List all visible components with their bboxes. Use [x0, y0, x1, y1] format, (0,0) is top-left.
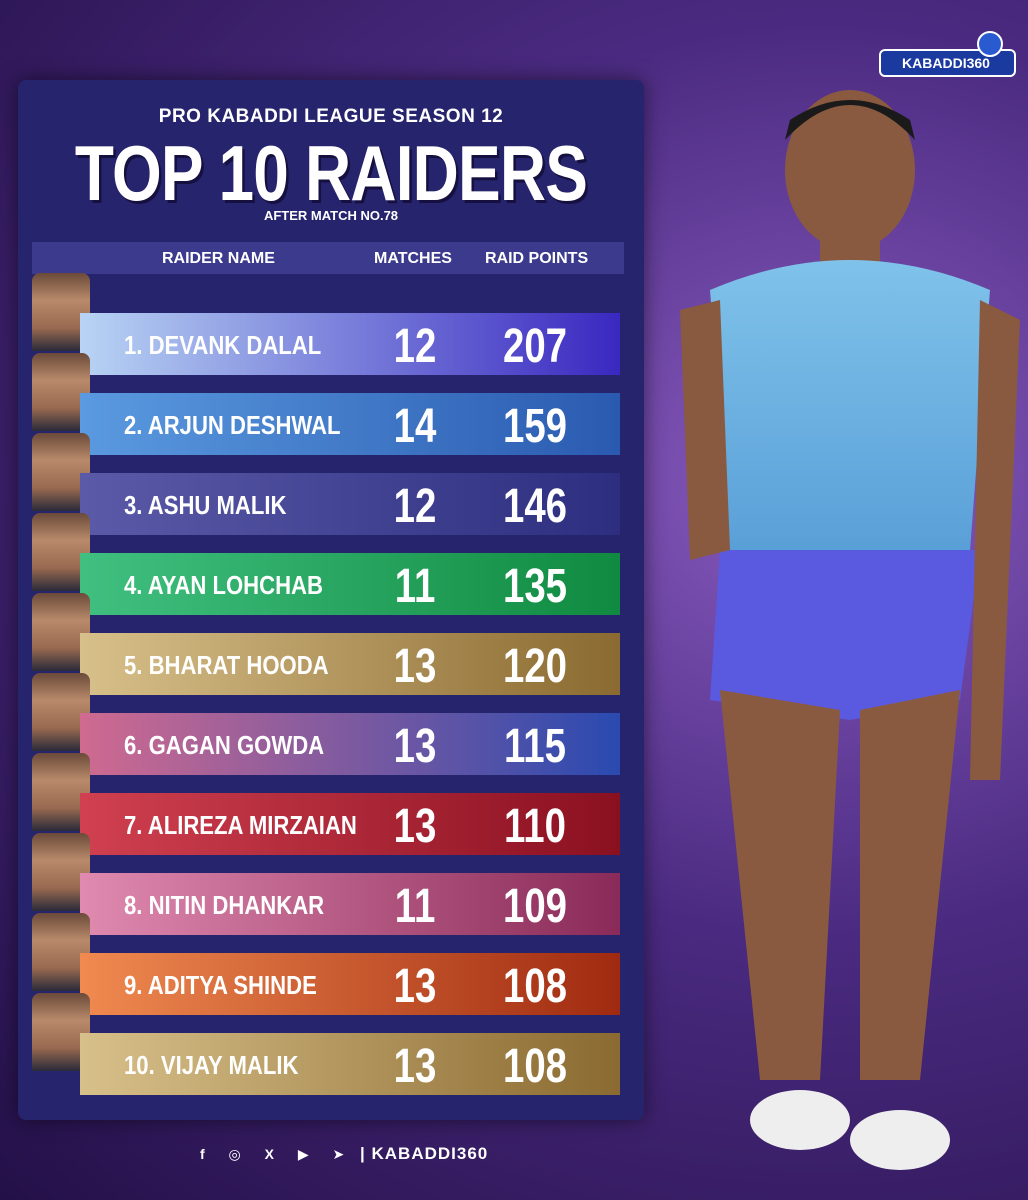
raider-name: 7. ALIREZA MIRZAIAN: [124, 810, 357, 840]
raid-points: 159: [502, 400, 568, 453]
table-row: 6. GAGAN GOWDA 13 115: [80, 713, 620, 775]
table-row: 7. ALIREZA MIRZAIAN 13 110: [80, 793, 620, 855]
table-row: 10. VIJAY MALIK 13 108: [80, 1033, 620, 1095]
raid-points: 115: [504, 720, 566, 773]
raider-name: 6. GAGAN GOWDA: [124, 730, 325, 760]
matches: 13: [393, 720, 437, 773]
table-row: 8. NITIN DHANKAR 11 109: [80, 873, 620, 935]
table-row: 3. ASHU MALIK 12 146: [80, 473, 620, 535]
raider-name: 3. ASHU MALIK: [124, 490, 287, 520]
raider-name: 8. NITIN DHANKAR: [124, 890, 325, 920]
raid-points: 146: [502, 480, 568, 533]
social-icons: f ◎ X ▶ ➤: [200, 1146, 355, 1162]
matches: 13: [393, 1040, 437, 1093]
raid-points: 135: [502, 560, 568, 613]
matches: 13: [393, 640, 437, 693]
table-row: 9. ADITYA SHINDE 13 108: [80, 953, 620, 1015]
raid-points: 108: [502, 960, 568, 1013]
raid-points: 109: [502, 880, 568, 933]
table-row: 1. DEVANK DALAL 12 207: [80, 313, 620, 375]
matches: 13: [393, 960, 437, 1013]
column-header: RAIDER NAME MATCHES RAID POINTS: [32, 242, 624, 274]
logo: KABADDI360: [879, 31, 1016, 77]
matches: 13: [393, 800, 437, 853]
raider-name: 10. VIJAY MALIK: [124, 1050, 299, 1080]
matches: 14: [393, 400, 437, 453]
logo-text: KABADDI360: [902, 55, 990, 71]
table-row: 2. ARJUN DESHWAL 14 159: [80, 393, 620, 455]
raider-name: 1. DEVANK DALAL: [124, 330, 322, 360]
matches: 11: [394, 560, 436, 613]
raider-name: 4. AYAN LOHCHAB: [124, 570, 323, 600]
note: AFTER MATCH NO.78: [263, 208, 399, 223]
column-label: RAIDER NAME: [162, 250, 275, 267]
footer: f ◎ X ▶ ➤ | KABADDI360: [200, 1144, 488, 1164]
matches: 12: [393, 320, 437, 373]
panel: PRO KABADDI LEAGUE SEASON 12 TOP 10 RAID…: [18, 80, 644, 1120]
player-photo: [680, 90, 1020, 1170]
table-row: 5. BHARAT HOODA 13 120: [80, 633, 620, 695]
handle: | KABADDI360: [360, 1144, 489, 1163]
column-label: RAID POINTS: [485, 250, 589, 267]
raid-points: 108: [502, 1040, 568, 1093]
raid-points: 120: [502, 640, 568, 693]
subtitle: PRO KABADDI LEAGUE SEASON 12: [158, 106, 504, 127]
table-row: 4. AYAN LOHCHAB 11 135: [80, 553, 620, 615]
raider-name: 5. BHARAT HOODA: [124, 650, 329, 680]
raider-name: 2. ARJUN DESHWAL: [124, 410, 341, 440]
matches: 12: [393, 480, 437, 533]
raid-points: 110: [504, 800, 566, 853]
raider-name: 9. ADITYA SHINDE: [124, 970, 317, 1000]
raid-points: 207: [502, 320, 568, 373]
title: TOP 10 RAIDERS: [74, 129, 588, 217]
matches: 11: [394, 880, 436, 933]
column-label: MATCHES: [374, 250, 452, 267]
